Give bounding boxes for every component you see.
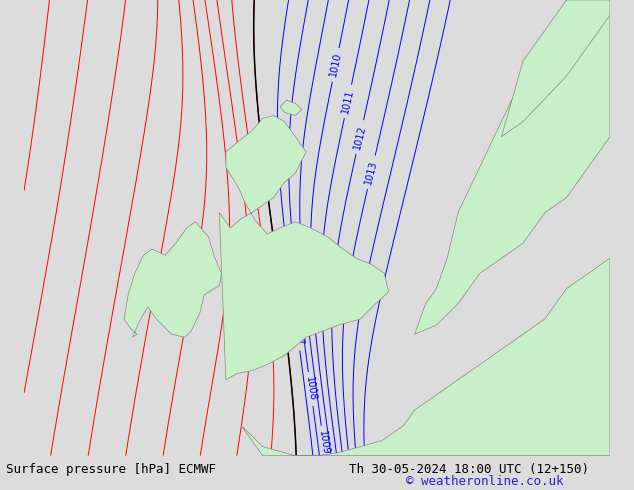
Text: 1009: 1009 bbox=[317, 430, 330, 456]
Text: 1010: 1010 bbox=[328, 52, 343, 78]
Text: © weatheronline.co.uk: © weatheronline.co.uk bbox=[406, 474, 563, 488]
Text: Th 30-05-2024 18:00 UTC (12+150): Th 30-05-2024 18:00 UTC (12+150) bbox=[349, 463, 589, 476]
Text: 1013: 1013 bbox=[363, 159, 379, 186]
Text: 1007: 1007 bbox=[291, 320, 304, 346]
Polygon shape bbox=[501, 0, 610, 137]
Polygon shape bbox=[280, 100, 302, 116]
Text: 1011: 1011 bbox=[340, 88, 356, 115]
Polygon shape bbox=[415, 0, 610, 334]
Text: 1012: 1012 bbox=[352, 124, 368, 150]
Text: 1008: 1008 bbox=[304, 376, 318, 402]
Polygon shape bbox=[124, 222, 221, 337]
Text: Surface pressure [hPa] ECMWF: Surface pressure [hPa] ECMWF bbox=[6, 463, 216, 476]
Polygon shape bbox=[219, 116, 389, 380]
Polygon shape bbox=[241, 258, 610, 456]
